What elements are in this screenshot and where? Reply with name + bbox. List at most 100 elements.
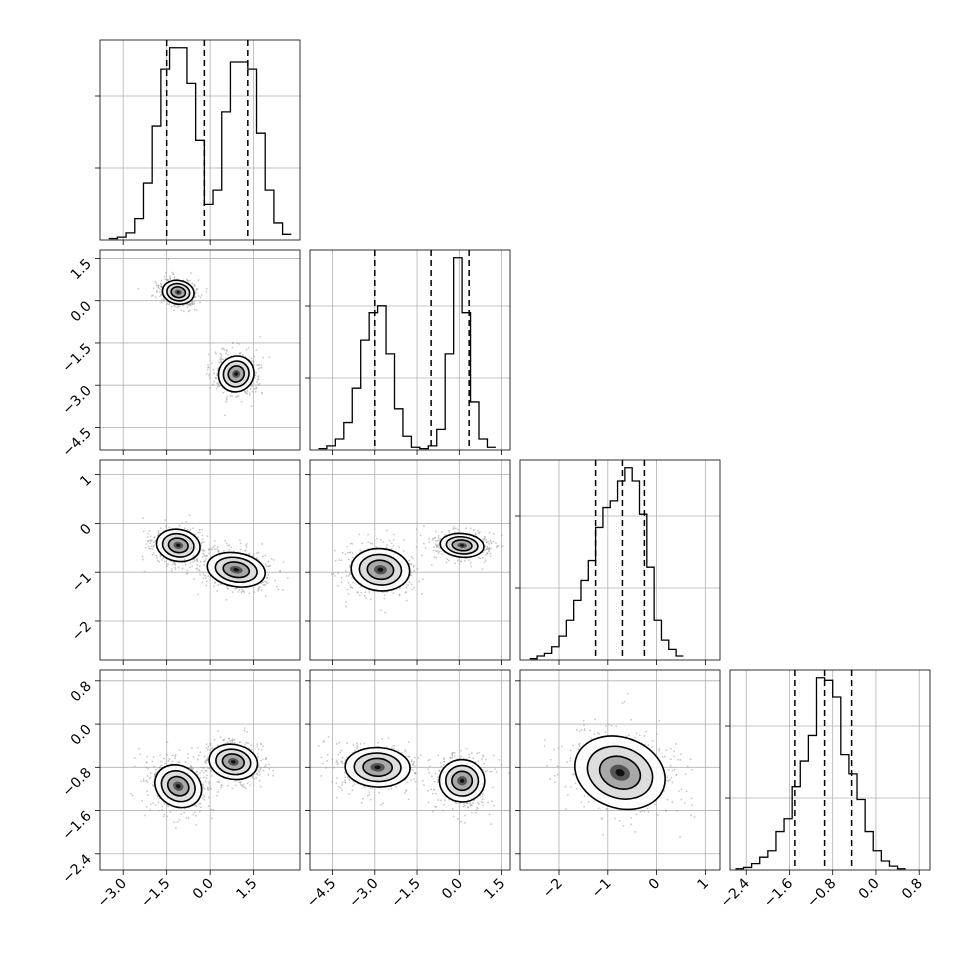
sample-point (188, 514, 191, 517)
sample-point (469, 527, 472, 530)
x-axis-0-2 (122, 660, 255, 665)
sample-point (189, 566, 191, 569)
histogram-panel-0 (95, 39, 301, 241)
sample-point (239, 352, 241, 355)
sample-point (212, 809, 215, 811)
sample-point (193, 301, 195, 303)
sample-point (260, 391, 263, 394)
sample-point (265, 580, 268, 583)
sample-point (200, 806, 202, 809)
sample-point (224, 540, 227, 542)
sample-point (428, 541, 431, 543)
sample-point (192, 561, 194, 564)
sample-point (350, 586, 353, 589)
sample-point (183, 310, 185, 313)
y-tick-label: 0.0 (68, 298, 95, 325)
sample-point (202, 552, 204, 555)
sample-point (168, 758, 171, 761)
sample-point (196, 758, 199, 761)
sample-point (233, 741, 236, 744)
sample-point (193, 302, 196, 305)
sample-point (177, 306, 179, 309)
sample-point (264, 764, 267, 766)
sample-point (137, 287, 140, 290)
sample-point (199, 296, 202, 299)
sample-point (263, 583, 266, 586)
sample-point (163, 560, 166, 563)
sample-point (258, 383, 261, 385)
sample-point (320, 775, 323, 777)
x-tick-label: −1.5 (138, 876, 173, 911)
sample-point (444, 534, 447, 536)
sample-point (165, 271, 167, 274)
density-level (175, 784, 181, 789)
sample-point (436, 778, 439, 781)
sample-point (231, 787, 234, 790)
sample-point (141, 799, 144, 802)
sample-point (356, 744, 359, 747)
sample-point (481, 568, 484, 571)
sample-point (204, 781, 207, 783)
sample-point (481, 758, 483, 760)
sample-point (153, 775, 156, 778)
sample-point (166, 815, 169, 818)
sample-point (449, 757, 452, 759)
sample-point (368, 591, 371, 594)
sample-point (155, 282, 158, 284)
sample-point (149, 809, 152, 812)
sample-point (358, 594, 361, 597)
sample-point (427, 801, 430, 804)
sample-point (483, 561, 486, 564)
sample-point (202, 771, 205, 774)
sample-point (489, 539, 492, 542)
histogram-panel-3 (725, 669, 931, 871)
sample-point (363, 786, 366, 789)
sample-point (207, 767, 209, 770)
sample-point (180, 522, 183, 525)
sample-point (154, 771, 157, 774)
sample-point (256, 745, 259, 748)
sample-point (221, 784, 223, 787)
sample-point (480, 800, 483, 803)
sample-point (414, 780, 417, 783)
sample-point (199, 751, 202, 754)
sample-point (151, 548, 154, 551)
sample-point (206, 786, 209, 789)
sample-point (196, 746, 199, 749)
sample-point (216, 794, 219, 797)
sample-point (435, 556, 438, 559)
sample-point (352, 744, 355, 746)
sample-point (353, 783, 356, 785)
sample-point (202, 786, 204, 789)
sample-point (223, 348, 226, 351)
sample-point (164, 278, 167, 281)
sample-point (251, 775, 254, 778)
sample-point (272, 769, 275, 772)
sample-point (210, 817, 213, 820)
sample-point (347, 593, 350, 595)
sample-point (187, 280, 189, 282)
sample-point (237, 591, 240, 593)
sample-point (213, 585, 216, 588)
sample-point (157, 559, 159, 562)
sample-point (409, 574, 412, 576)
sample-point (185, 817, 188, 819)
sample-point (239, 542, 242, 545)
sample-point (430, 788, 433, 791)
sample-point (163, 813, 166, 816)
sample-point (158, 295, 161, 298)
sample-point (202, 577, 205, 579)
sample-point (203, 755, 206, 758)
sample-point (435, 550, 438, 552)
sample-point (246, 390, 249, 392)
sample-point (231, 395, 233, 397)
sample-point (173, 821, 175, 824)
contour-line (221, 753, 245, 771)
x-tick-label: −2.4 (718, 875, 753, 910)
sample-point (251, 777, 254, 779)
contour-line (451, 539, 473, 552)
sample-point (226, 354, 229, 356)
joint-density (100, 670, 300, 870)
sample-point (457, 528, 459, 531)
sample-point (418, 580, 421, 583)
